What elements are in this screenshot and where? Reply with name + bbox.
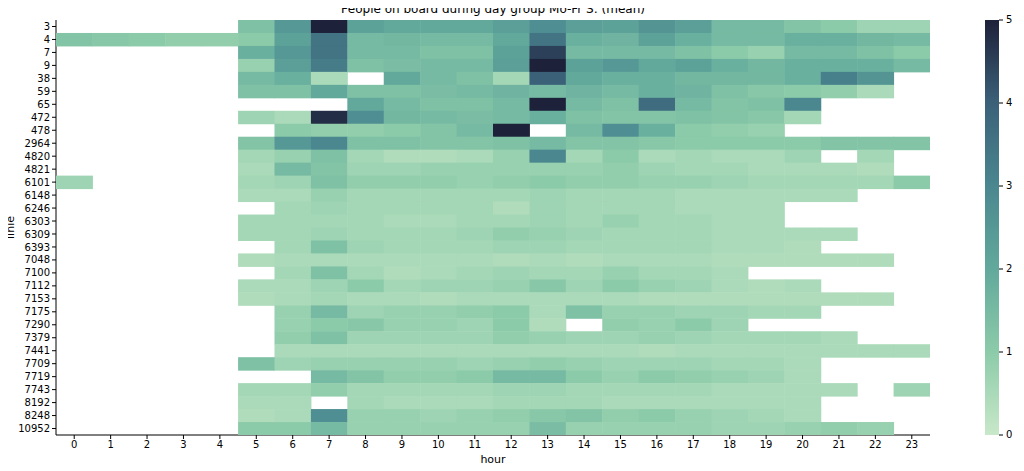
svg-text:7709: 7709 [25, 358, 50, 369]
svg-text:3: 3 [1006, 180, 1012, 191]
svg-text:472: 472 [31, 112, 50, 123]
svg-text:8192: 8192 [25, 397, 50, 408]
svg-text:2964: 2964 [25, 138, 50, 149]
svg-text:linie: linie [8, 216, 17, 239]
svg-text:59: 59 [37, 86, 50, 97]
svg-text:4: 4 [1006, 97, 1012, 108]
svg-text:6: 6 [290, 439, 296, 450]
svg-text:7112: 7112 [25, 280, 50, 291]
svg-text:10: 10 [432, 439, 445, 450]
html-text:People on board during day gro: People on board during day group Mo-Fr S… [341, 2, 645, 16]
svg-text:0: 0 [1006, 429, 1012, 440]
svg-text:23: 23 [905, 439, 918, 450]
svg-text:7: 7 [44, 47, 50, 58]
svg-text:9: 9 [44, 60, 50, 71]
svg-text:18: 18 [723, 439, 736, 450]
svg-text:19: 19 [760, 439, 773, 450]
svg-text:6393: 6393 [25, 242, 50, 253]
svg-text:22: 22 [869, 439, 882, 450]
svg-text:7719: 7719 [25, 371, 50, 382]
svg-text:4: 4 [44, 34, 50, 45]
svg-text:7: 7 [326, 439, 332, 450]
svg-text:7100: 7100 [25, 267, 50, 278]
svg-text:7743: 7743 [25, 384, 50, 395]
svg-text:4820: 4820 [25, 151, 50, 162]
svg-text:13: 13 [541, 439, 554, 450]
svg-text:3: 3 [44, 21, 50, 32]
svg-text:10952: 10952 [18, 423, 50, 434]
svg-text:4: 4 [217, 439, 223, 450]
svg-text:7153: 7153 [25, 293, 50, 304]
svg-text:38: 38 [37, 73, 50, 84]
svg-text:7290: 7290 [25, 319, 50, 330]
svg-text:hour: hour [480, 453, 506, 463]
svg-text:3: 3 [180, 439, 186, 450]
svg-text:11: 11 [468, 439, 481, 450]
svg-text:9: 9 [399, 439, 405, 450]
svg-text:65: 65 [37, 99, 50, 110]
svg-text:8: 8 [362, 439, 368, 450]
svg-text:14: 14 [578, 439, 591, 450]
svg-text:2: 2 [1006, 263, 1012, 274]
svg-text:6246: 6246 [25, 203, 50, 214]
svg-text:16: 16 [651, 439, 664, 450]
svg-text:7048: 7048 [25, 254, 50, 265]
svg-text:5: 5 [253, 439, 259, 450]
svg-text:20: 20 [796, 439, 809, 450]
svg-text:6101: 6101 [25, 177, 50, 188]
svg-text:478: 478 [31, 125, 50, 136]
svg-text:1: 1 [107, 439, 113, 450]
svg-text:7379: 7379 [25, 332, 50, 343]
svg-text:12: 12 [505, 439, 518, 450]
svg-text:6309: 6309 [25, 229, 50, 240]
svg-text:8248: 8248 [25, 410, 50, 421]
svg-text:2: 2 [144, 439, 150, 450]
svg-text:1: 1 [1006, 346, 1012, 357]
svg-text:6148: 6148 [25, 190, 50, 201]
svg-text:21: 21 [833, 439, 846, 450]
svg-text:0: 0 [71, 439, 77, 450]
svg-text:5: 5 [1006, 14, 1012, 25]
svg-text:7441: 7441 [25, 345, 50, 356]
svg-text:6303: 6303 [25, 216, 50, 227]
svg-text:4821: 4821 [25, 164, 50, 175]
svg-text:7175: 7175 [25, 306, 50, 317]
svg-text:17: 17 [687, 439, 700, 450]
svg-text:15: 15 [614, 439, 627, 450]
